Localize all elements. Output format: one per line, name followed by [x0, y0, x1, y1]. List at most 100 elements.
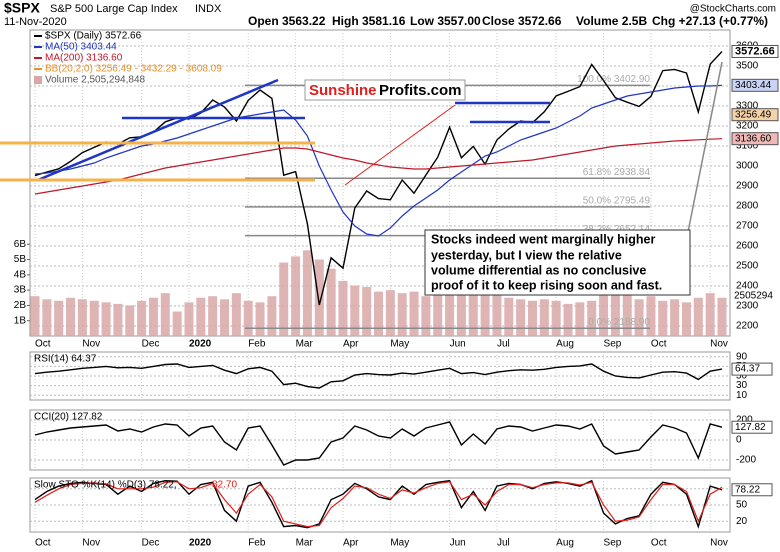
trend-line — [37, 78, 279, 182]
legend-label: MA(200) 3136.60 — [45, 53, 123, 64]
panel-title: Slow STO %K(14) %D(3) 78.22, — [34, 480, 177, 491]
pointer — [687, 61, 723, 233]
logo-part: Profits.com — [379, 82, 462, 99]
volume-bar — [291, 256, 301, 336]
value-tag — [731, 362, 773, 376]
price-tag-label: 3256.49 — [735, 109, 772, 120]
volume-bar — [314, 259, 324, 336]
x-tick-label: Apr — [343, 339, 359, 350]
x-tick-label: Oct — [651, 538, 667, 549]
quote: Chg +27.13 (+0.77%) — [652, 14, 768, 28]
series-line — [34, 84, 723, 237]
volume-bar — [421, 296, 431, 336]
y-tick-label: 3300 — [736, 101, 759, 112]
volume-bar — [42, 299, 52, 336]
x-tick-label: Nov — [710, 339, 728, 350]
value-tag — [731, 483, 773, 497]
x-tick-label: Sep — [604, 538, 622, 549]
value-tag-label: 78.22 — [735, 484, 760, 495]
volume-bar — [338, 280, 348, 336]
volume-bar — [137, 300, 147, 336]
x-tick-label: Aug — [556, 339, 574, 350]
series-line — [34, 479, 723, 529]
legend-label: BB(20,2.0) 3256.49 - 3432.29 - 3608.09 — [45, 64, 222, 75]
volume-bar — [30, 296, 40, 336]
legend-label: $SPX (Daily) 3572.66 — [45, 31, 142, 42]
volume-bar — [77, 299, 87, 336]
x-tick-label: Feb — [248, 339, 266, 350]
fib-label: 100.0% 3402.90 — [577, 74, 650, 85]
fib-label: 61.8% 2938.84 — [583, 167, 651, 178]
logo: Sunshine Profits.com — [304, 79, 466, 101]
volume-bar — [468, 287, 478, 336]
price-tag — [731, 132, 779, 146]
x-tick-label: Nov — [710, 538, 728, 549]
volume-tick-label: 1B — [14, 315, 27, 326]
y-tick-label: 2900 — [736, 181, 759, 192]
x-tick-label: Mar — [296, 538, 314, 549]
volume-bar — [563, 303, 573, 336]
panel-title: RSI(14) 64.37 — [34, 354, 97, 365]
volume-bar — [516, 299, 526, 336]
volume-tick-label: 4B — [14, 269, 27, 280]
x-tick-label: Jun — [450, 339, 466, 350]
x-tick-label: Aug — [556, 538, 574, 549]
note-line: volume differential as no conclusive — [431, 263, 646, 277]
volume-bar — [231, 293, 241, 336]
date: 11-Nov-2020 — [4, 16, 67, 28]
symbol: $SPX — [4, 0, 40, 16]
volume-bar — [610, 294, 620, 336]
volume-bar — [125, 305, 135, 336]
volume-bar — [279, 262, 289, 336]
value-tag — [731, 420, 773, 434]
x-tick-label: Oct — [651, 339, 667, 350]
volume-bar — [89, 300, 99, 336]
volume-last-label: 2505294 — [734, 291, 773, 302]
volume-bar — [456, 280, 466, 336]
volume-bar — [634, 299, 644, 336]
quote: High 3581.16 — [332, 14, 406, 28]
volume-bar — [326, 268, 336, 336]
volume-bar — [681, 302, 691, 336]
volume-bar — [255, 302, 265, 336]
quote: Volume 2.5B — [576, 14, 647, 28]
volume-bar — [267, 296, 277, 336]
x-tick-label: Jun — [450, 538, 466, 549]
volume-bar — [670, 299, 680, 336]
x-tick-label: 2020 — [189, 538, 212, 549]
volume-bar — [302, 250, 312, 336]
series-line — [34, 481, 723, 528]
price-tag — [731, 78, 779, 92]
y-tick-label: 2600 — [736, 241, 759, 252]
x-tick-label: Dec — [142, 538, 160, 549]
exchange: INDX — [195, 3, 222, 15]
volume-bar — [374, 291, 383, 336]
volume-bar — [575, 302, 585, 336]
x-tick-label: Jul — [497, 339, 510, 350]
y-tick-label: 2400 — [736, 281, 759, 292]
volume-bar — [658, 300, 668, 336]
panel-title: CCI(20) 127.82 — [34, 412, 103, 423]
fib-label: 50.0% 2795.49 — [583, 196, 651, 207]
volume-bar — [208, 296, 218, 336]
volume-bar — [184, 302, 194, 336]
y-tick-label: 20 — [736, 516, 748, 527]
annotation: Stocks indeed went marginally higher yes… — [424, 61, 723, 296]
volume-bar — [397, 293, 407, 336]
source: @StockCharts.com — [690, 4, 776, 15]
price-tag-label: 3136.60 — [735, 133, 772, 144]
plot-area: 2200 2300 2400 2500 2600 2700 2800 2900 3000 3100… — [14, 29, 779, 549]
series-line — [34, 138, 723, 195]
y-tick-label: 0 — [736, 435, 742, 446]
logo-box — [304, 79, 466, 101]
y-tick-label: 2800 — [736, 201, 759, 212]
y-tick-label: 2200 — [736, 321, 759, 332]
price-tag-label: 3572.66 — [735, 45, 775, 57]
volume-bar — [646, 296, 656, 336]
value-tag-label: 64.37 — [735, 364, 760, 375]
volume-bar — [220, 299, 230, 336]
volume-tick-label: 5B — [14, 254, 27, 265]
y-tick-label: 3100 — [736, 141, 759, 152]
volume-bar — [148, 297, 158, 336]
